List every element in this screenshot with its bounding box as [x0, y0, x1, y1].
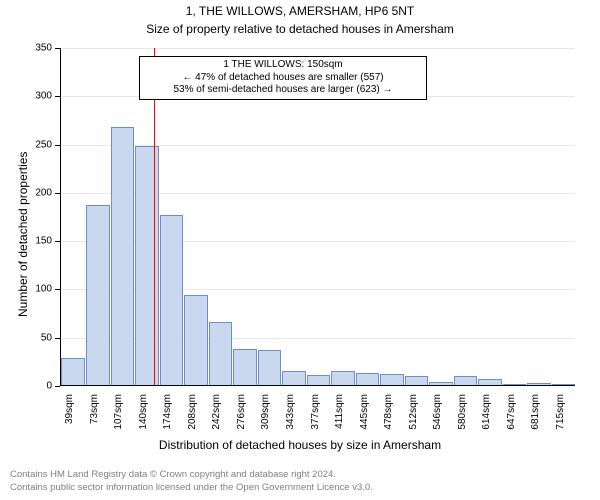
histogram-bar [331, 371, 355, 385]
y-tick-mark [55, 241, 60, 242]
footer-line: Contains public sector information licen… [10, 482, 373, 494]
y-tick-mark [55, 48, 60, 49]
histogram-bar [503, 384, 527, 385]
y-tick-label: 50 [26, 332, 52, 343]
y-tick-mark [55, 193, 60, 194]
histogram-bar [258, 350, 282, 385]
histogram-bar [380, 374, 404, 385]
histogram-bar [61, 358, 85, 385]
histogram-bar [86, 205, 110, 385]
y-tick-mark [55, 96, 60, 97]
footer-line: Contains HM Land Registry data © Crown c… [10, 469, 373, 481]
histogram-bar [356, 373, 380, 385]
chart-title: 1, THE WILLOWS, AMERSHAM, HP6 5NT [0, 4, 600, 18]
histogram-bar [209, 322, 233, 385]
annotation-box: 1 THE WILLOWS: 150sqm← 47% of detached h… [139, 56, 427, 100]
histogram-bar [527, 383, 551, 385]
histogram-bar [135, 146, 159, 385]
histogram-bar [233, 349, 257, 385]
annotation-line: 53% of semi-detached houses are larger (… [146, 84, 420, 97]
histogram-bar [111, 127, 135, 385]
y-tick-mark [55, 145, 60, 146]
y-tick-mark [55, 338, 60, 339]
plot-area: 1 THE WILLOWS: 150sqm← 47% of detached h… [60, 48, 575, 386]
y-tick-mark [55, 289, 60, 290]
y-tick-label: 350 [26, 43, 52, 54]
histogram-bar [429, 382, 453, 385]
property-size-chart: 1, THE WILLOWS, AMERSHAM, HP6 5NT Size o… [0, 0, 600, 500]
x-axis-label: Distribution of detached houses by size … [0, 438, 600, 452]
histogram-bar [184, 295, 208, 385]
histogram-bar [478, 379, 502, 385]
y-tick-label: 200 [26, 187, 52, 198]
y-tick-label: 250 [26, 139, 52, 150]
attribution-footer: Contains HM Land Registry data © Crown c… [10, 469, 373, 494]
histogram-bar [282, 371, 306, 385]
y-tick-label: 0 [26, 381, 52, 392]
y-tick-label: 100 [26, 284, 52, 295]
y-tick-mark [55, 386, 60, 387]
histogram-bar [405, 376, 429, 385]
y-tick-label: 300 [26, 91, 52, 102]
histogram-bar [552, 384, 576, 385]
histogram-bar [307, 375, 331, 385]
y-tick-label: 150 [26, 236, 52, 247]
annotation-line: ← 47% of detached houses are smaller (55… [146, 72, 420, 85]
chart-subtitle: Size of property relative to detached ho… [0, 22, 600, 36]
histogram-bar [160, 215, 184, 385]
annotation-line: 1 THE WILLOWS: 150sqm [146, 59, 420, 72]
histogram-bar [454, 376, 478, 385]
